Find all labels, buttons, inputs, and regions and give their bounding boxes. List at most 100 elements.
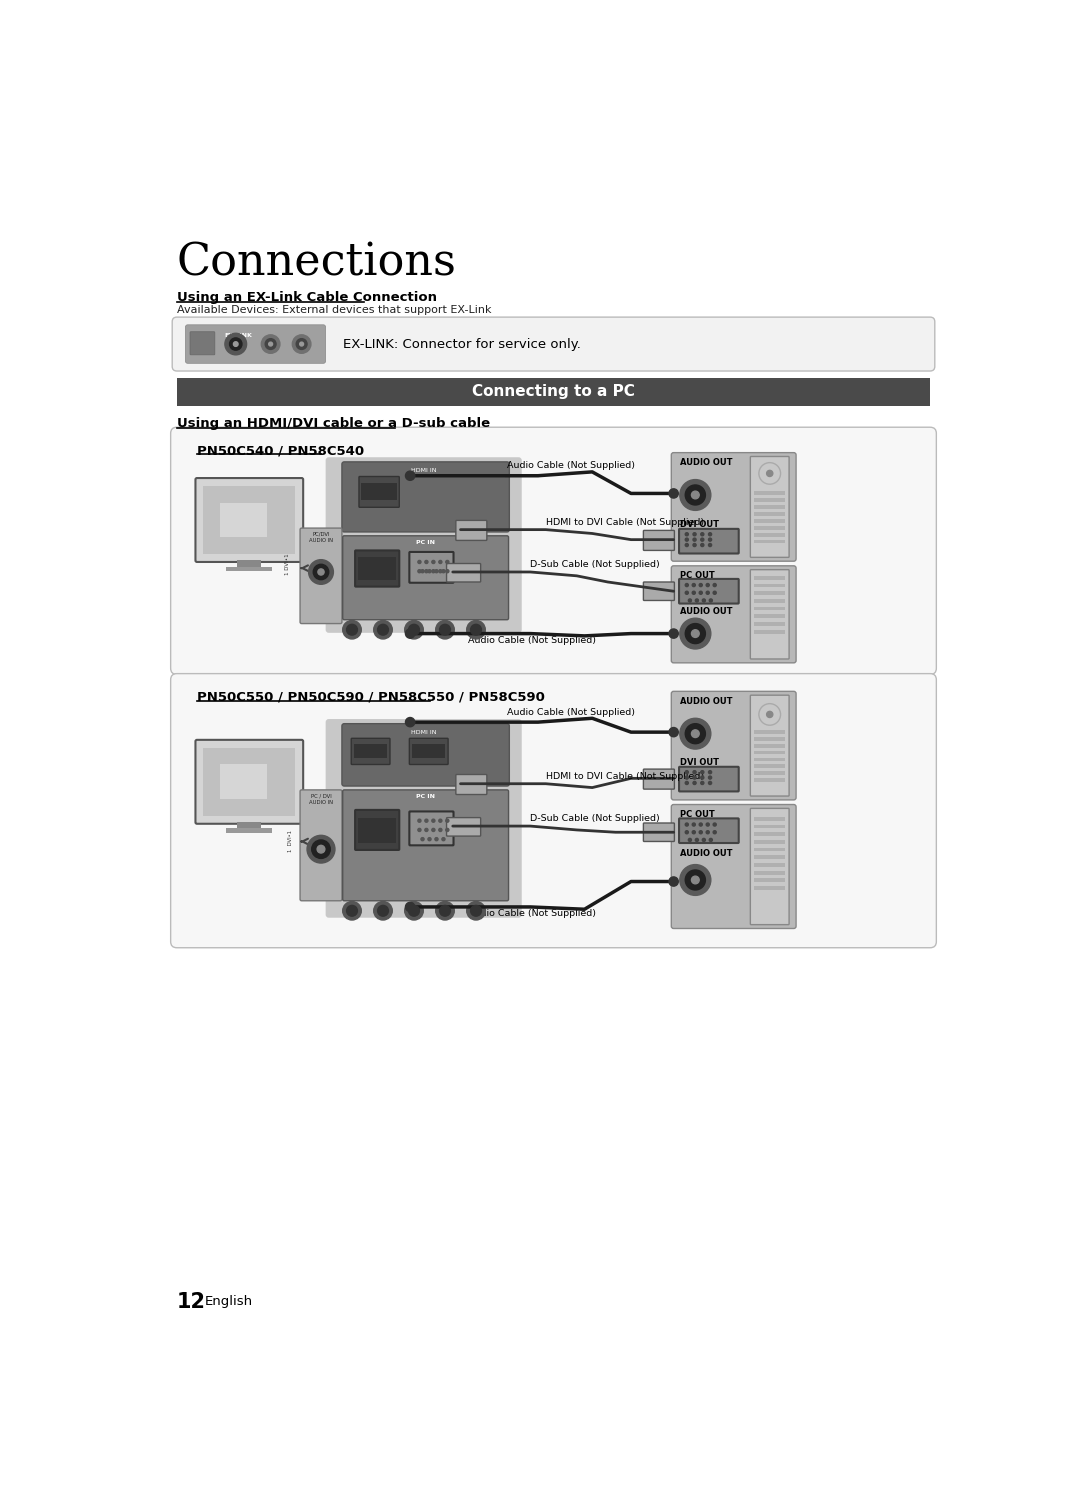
Circle shape (318, 846, 325, 853)
Text: Using an EX-Link Cable Connection: Using an EX-Link Cable Connection (177, 291, 436, 303)
Circle shape (693, 775, 697, 778)
Circle shape (471, 905, 482, 916)
Circle shape (446, 819, 449, 822)
Text: HDMI IN: HDMI IN (410, 468, 436, 474)
Circle shape (693, 538, 697, 541)
Text: 1  DVI•1: 1 DVI•1 (287, 831, 293, 853)
Bar (359, 557, 396, 581)
Circle shape (708, 781, 712, 784)
Circle shape (701, 781, 704, 784)
Bar (754, 750, 785, 754)
Text: PC/DVI
AUDIO IN: PC/DVI AUDIO IN (309, 532, 333, 542)
Circle shape (701, 771, 704, 774)
Bar (754, 847, 785, 852)
Circle shape (421, 569, 424, 572)
FancyBboxPatch shape (409, 811, 454, 846)
Circle shape (424, 560, 428, 563)
Text: HDMI to DVI Cable (Not Supplied): HDMI to DVI Cable (Not Supplied) (545, 771, 704, 781)
FancyBboxPatch shape (342, 462, 510, 532)
Bar (226, 828, 272, 834)
FancyBboxPatch shape (409, 738, 448, 765)
Text: Connecting to a PC: Connecting to a PC (472, 384, 635, 399)
Circle shape (378, 624, 389, 635)
Bar (220, 502, 267, 538)
FancyBboxPatch shape (190, 332, 215, 356)
Text: Audio Cable (Not Supplied): Audio Cable (Not Supplied) (469, 636, 596, 645)
Circle shape (710, 838, 713, 841)
Circle shape (767, 711, 773, 717)
FancyBboxPatch shape (679, 766, 739, 792)
Circle shape (374, 901, 392, 920)
Text: EX-LINK: Connector for service only.: EX-LINK: Connector for service only. (342, 338, 581, 351)
FancyBboxPatch shape (672, 453, 796, 562)
Circle shape (708, 533, 712, 536)
Circle shape (424, 828, 428, 832)
Circle shape (685, 623, 705, 644)
Text: PC / DVI
AUDIO IN: PC / DVI AUDIO IN (309, 793, 333, 805)
Circle shape (418, 560, 421, 563)
Circle shape (442, 569, 445, 572)
Bar (359, 817, 396, 843)
Bar (754, 599, 785, 602)
Bar (754, 533, 785, 536)
Circle shape (432, 828, 435, 832)
FancyBboxPatch shape (355, 810, 400, 850)
Circle shape (261, 335, 280, 353)
Circle shape (688, 838, 691, 841)
Circle shape (467, 620, 485, 639)
FancyBboxPatch shape (409, 551, 454, 583)
Circle shape (269, 342, 272, 347)
Circle shape (266, 339, 276, 350)
Bar (754, 871, 785, 874)
FancyBboxPatch shape (186, 324, 326, 363)
Bar (754, 765, 785, 768)
Circle shape (699, 831, 702, 834)
Circle shape (679, 480, 711, 511)
Circle shape (405, 717, 415, 726)
Circle shape (693, 533, 697, 536)
Bar (354, 744, 387, 759)
Circle shape (435, 620, 455, 639)
Circle shape (428, 838, 431, 841)
Circle shape (347, 905, 357, 916)
Circle shape (685, 771, 688, 774)
Bar (754, 878, 785, 883)
Circle shape (307, 835, 335, 864)
Bar (754, 771, 785, 775)
Bar (754, 614, 785, 619)
Circle shape (428, 569, 431, 572)
Circle shape (679, 619, 711, 648)
Circle shape (374, 620, 392, 639)
Circle shape (293, 335, 311, 353)
Bar (203, 486, 296, 554)
Circle shape (440, 624, 450, 635)
Circle shape (446, 828, 449, 832)
FancyBboxPatch shape (751, 808, 789, 925)
Text: HDMI to DVI Cable (Not Supplied): HDMI to DVI Cable (Not Supplied) (545, 518, 704, 527)
FancyBboxPatch shape (644, 823, 674, 841)
Bar (754, 886, 785, 890)
Bar (220, 765, 267, 799)
Circle shape (233, 342, 238, 347)
Circle shape (225, 333, 246, 356)
Circle shape (688, 599, 691, 602)
Text: AUDIO OUT: AUDIO OUT (679, 459, 732, 468)
Circle shape (405, 471, 415, 481)
Circle shape (713, 592, 716, 595)
Circle shape (405, 901, 423, 920)
Circle shape (432, 560, 435, 563)
Bar (754, 832, 785, 837)
Circle shape (706, 831, 710, 834)
Circle shape (432, 569, 435, 572)
Circle shape (405, 902, 415, 911)
FancyBboxPatch shape (751, 569, 789, 659)
Text: D-Sub Cable (Not Supplied): D-Sub Cable (Not Supplied) (530, 814, 660, 823)
Circle shape (699, 823, 702, 826)
FancyBboxPatch shape (456, 520, 487, 541)
Circle shape (342, 620, 362, 639)
FancyBboxPatch shape (342, 536, 509, 620)
Bar (754, 744, 785, 747)
Bar (177, 378, 930, 406)
Bar (238, 822, 260, 831)
Circle shape (693, 771, 697, 774)
